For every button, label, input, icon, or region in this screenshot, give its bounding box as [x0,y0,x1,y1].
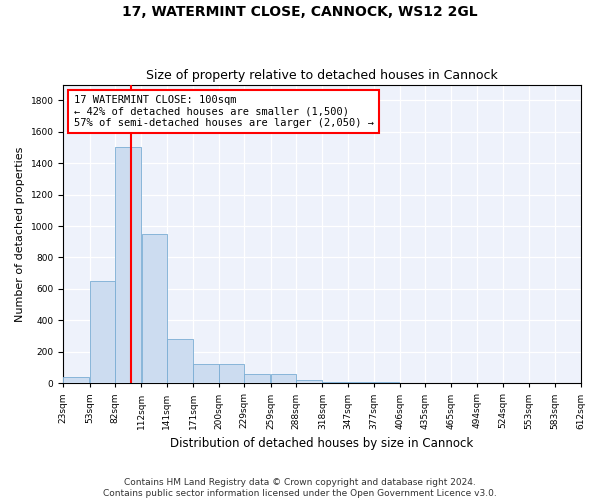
Y-axis label: Number of detached properties: Number of detached properties [15,146,25,322]
Bar [167,339,193,384]
Bar [193,364,218,384]
Bar [64,377,89,384]
Text: 17 WATERMINT CLOSE: 100sqm
← 42% of detached houses are smaller (1,500)
57% of s: 17 WATERMINT CLOSE: 100sqm ← 42% of deta… [74,95,374,128]
Text: Contains HM Land Registry data © Crown copyright and database right 2024.
Contai: Contains HM Land Registry data © Crown c… [103,478,497,498]
Bar [374,382,400,384]
X-axis label: Distribution of detached houses by size in Cannock: Distribution of detached houses by size … [170,437,473,450]
Title: Size of property relative to detached houses in Cannock: Size of property relative to detached ho… [146,69,498,82]
Bar [271,374,296,384]
Bar [219,364,244,384]
Bar [115,148,142,384]
Bar [244,374,271,384]
Bar [348,382,374,384]
Bar [296,380,322,384]
Bar [90,281,115,384]
Text: 17, WATERMINT CLOSE, CANNOCK, WS12 2GL: 17, WATERMINT CLOSE, CANNOCK, WS12 2GL [122,5,478,19]
Bar [142,234,167,384]
Bar [322,382,347,384]
